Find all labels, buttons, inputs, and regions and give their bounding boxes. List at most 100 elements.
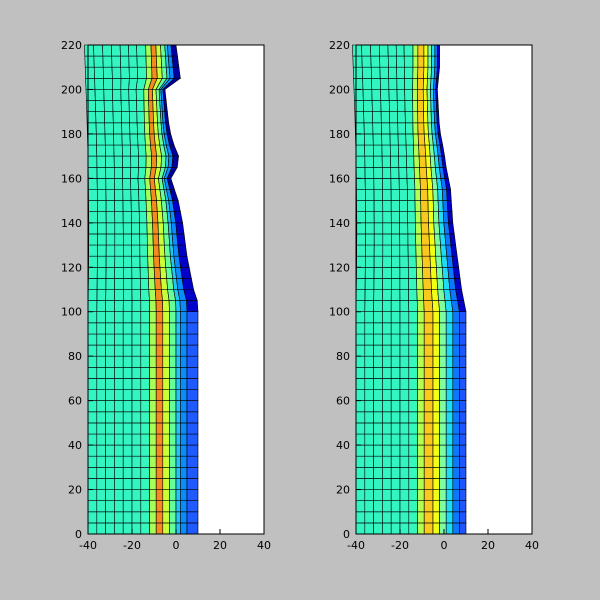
mesh-cell [373,200,384,212]
mesh-cell [446,189,452,201]
mesh-cell [180,355,188,368]
mesh-cell [87,466,98,479]
mesh-cell [439,500,447,513]
mesh-cell [162,366,170,379]
mesh-cell [150,55,158,68]
mesh-cell [114,433,124,446]
mesh-cell [155,355,164,368]
mesh-cell [96,511,106,524]
mesh-cell [396,100,406,112]
mesh-cell [169,355,177,368]
mesh-cell [373,178,383,190]
mesh-cell [397,133,407,146]
mesh-cell [140,422,150,435]
mesh-cell [421,233,430,246]
mesh-cell [156,66,163,79]
mesh-cell [111,55,122,68]
mesh-cell [439,333,447,346]
mesh-cell [390,489,401,502]
mesh-cell [388,89,398,101]
mesh-cell [427,189,434,201]
mesh-cell [398,167,408,179]
mesh-cell [128,66,138,79]
mesh-cell [131,233,141,246]
mesh-cell [405,133,414,146]
mesh-cell [137,144,147,157]
mesh-cell [175,300,181,313]
mesh-cell [93,66,104,79]
mesh-cell [180,266,192,279]
mesh-cell [104,133,115,146]
mesh-cell [419,178,429,190]
mesh-cell [380,122,391,135]
mesh-cell [88,178,98,190]
mesh-cell [432,322,440,335]
mesh-cell [418,155,427,168]
mesh-cell [451,255,460,268]
mesh-cell [382,366,392,379]
mesh-cell [459,355,467,368]
mesh-cell [154,278,162,290]
mesh-cell [417,489,425,502]
mesh-cell [114,489,124,502]
mesh-cell [373,411,383,424]
mesh-cell [364,455,374,468]
mesh-cell [364,366,374,379]
mesh-cell [382,322,392,335]
mesh-cell [186,344,199,357]
mesh-cell [112,122,123,135]
mesh-cell [382,489,392,502]
mesh-cell [175,355,181,368]
y-tick-label: 20 [68,484,82,497]
mesh-cell [355,300,366,313]
mesh-cell [105,289,115,301]
mesh-cell [439,466,447,479]
mesh-cell [131,511,142,524]
mesh-cell [140,355,150,368]
mesh-cell [180,333,188,346]
mesh-cell [96,378,106,390]
mesh-cell [105,333,115,346]
mesh-cell [439,389,447,401]
mesh-cell [162,400,170,413]
mesh-cell [408,455,418,468]
mesh-cell [364,522,374,535]
mesh-cell [427,211,435,224]
mesh-cell [114,522,124,535]
mesh-cell [128,55,138,68]
mesh-cell [87,300,98,313]
mesh-cell [428,222,435,235]
mesh-cell [136,122,146,135]
mesh-cell [445,433,454,446]
mesh-cell [423,400,434,413]
mesh-cell [364,255,375,268]
mesh-cell [438,211,445,224]
mesh-cell [365,200,375,212]
mesh-cell [365,222,375,235]
mesh-cell [439,322,447,335]
mesh-cell [114,344,124,357]
mesh-cell [171,55,180,68]
mesh-cell [123,278,133,290]
x-tick-label: 40 [257,539,271,552]
mesh-cell [355,311,366,324]
mesh-cell [373,167,383,179]
mesh-cell [114,455,124,468]
mesh-cell [439,511,447,524]
mesh-cell [361,44,372,57]
mesh-cell [379,78,390,90]
mesh-cell [427,44,432,57]
mesh-cell [436,111,440,124]
mesh-cell [128,100,138,112]
y-tick-label: 100 [61,306,82,319]
mesh-cell [158,233,165,246]
mesh-cell [408,278,418,290]
mesh-cell [398,155,408,168]
mesh-cell [390,366,401,379]
mesh-cell [130,211,140,224]
mesh-cell [459,344,467,357]
mesh-cell [148,100,154,112]
mesh-cell [381,167,392,179]
mesh-cell [408,466,418,479]
mesh-cell [399,444,410,457]
